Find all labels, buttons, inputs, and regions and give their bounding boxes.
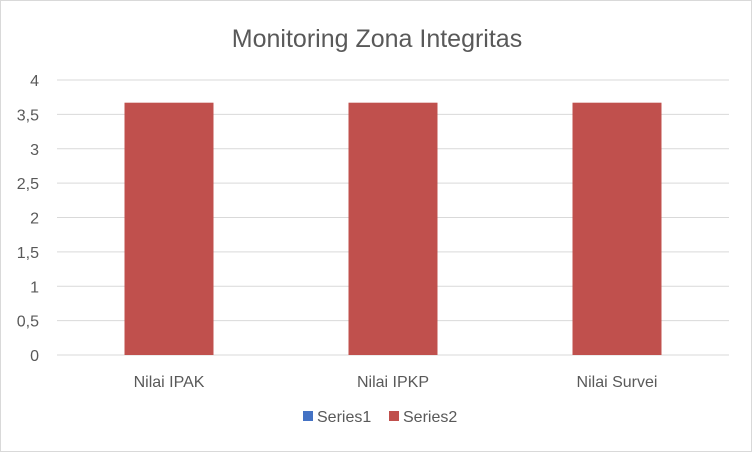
x-tick-label: Nilai IPKP: [357, 374, 429, 391]
y-tick-label: 3,5: [17, 107, 39, 124]
y-tick-label: 1: [30, 279, 39, 296]
y-tick-label: 4: [30, 73, 39, 90]
legend-label: Series1: [317, 409, 371, 426]
y-tick-label: 2: [30, 211, 39, 228]
y-tick-label: 2,5: [17, 176, 39, 193]
bar-series2-1: [348, 102, 438, 355]
y-tick-label: 1,5: [17, 245, 39, 262]
bar-series2-0: [124, 102, 214, 355]
bar-series2-2: [572, 102, 662, 355]
chart-title: Monitoring Zona Integritas: [232, 25, 522, 53]
legend-label: Series2: [403, 409, 457, 426]
y-tick-label: 3: [30, 142, 39, 159]
legend: Series1 Series2: [303, 409, 457, 426]
x-axis-ticks: Nilai IPAK Nilai IPKP Nilai Survei: [134, 374, 658, 391]
legend-item-series1: Series1: [303, 409, 371, 426]
y-axis-ticks: 0 0,5 1 1,5 2 2,5 3 3,5 4: [17, 73, 39, 365]
bars: [124, 102, 662, 355]
x-tick-label: Nilai Survei: [577, 374, 658, 391]
y-tick-label: 0,5: [17, 314, 39, 331]
legend-swatch: [303, 411, 313, 421]
legend-item-series2: Series2: [389, 409, 457, 426]
y-tick-label: 0: [30, 348, 39, 365]
legend-swatch: [389, 411, 399, 421]
x-tick-label: Nilai IPAK: [134, 374, 205, 391]
